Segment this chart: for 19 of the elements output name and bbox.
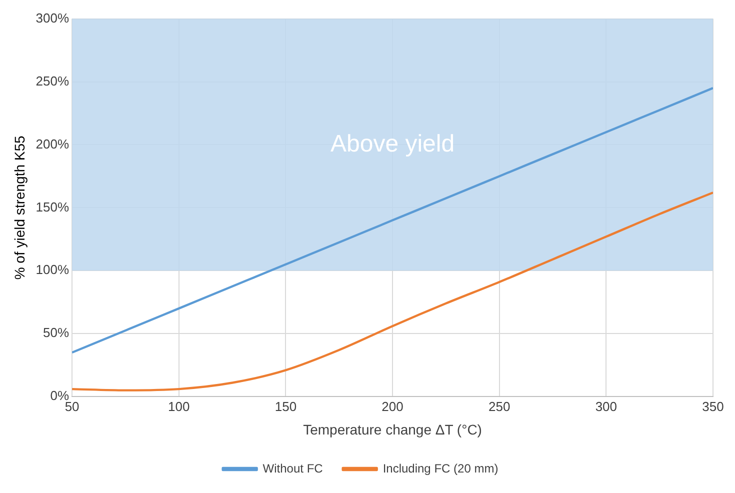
y-tick-label: 50% [43,325,70,340]
x-tick-label: 200 [382,398,404,414]
x-tick-label: 250 [488,398,510,414]
y-tick-label: 200% [36,136,70,152]
y-tick-label: 100% [36,262,70,278]
band-label: Above yield [330,130,455,158]
y-axis-title: % of yield strength K55 [11,136,28,280]
x-axis-title: Temperature change ΔT (°C) [303,421,482,438]
y-tick-label: 150% [36,199,70,214]
y-tick-label: 250% [36,73,70,88]
line-series [72,191,713,392]
legend-label: Without FC [262,461,324,476]
line-series [72,86,713,354]
x-tick-label: 300 [595,398,618,414]
legend-label: Including FC (20 mm) [382,461,498,476]
y-tick-label: 300% [36,10,70,26]
x-tick-label: 150 [274,398,297,414]
x-tick-label: 100 [168,398,190,414]
x-tick-label: 350 [702,398,724,414]
